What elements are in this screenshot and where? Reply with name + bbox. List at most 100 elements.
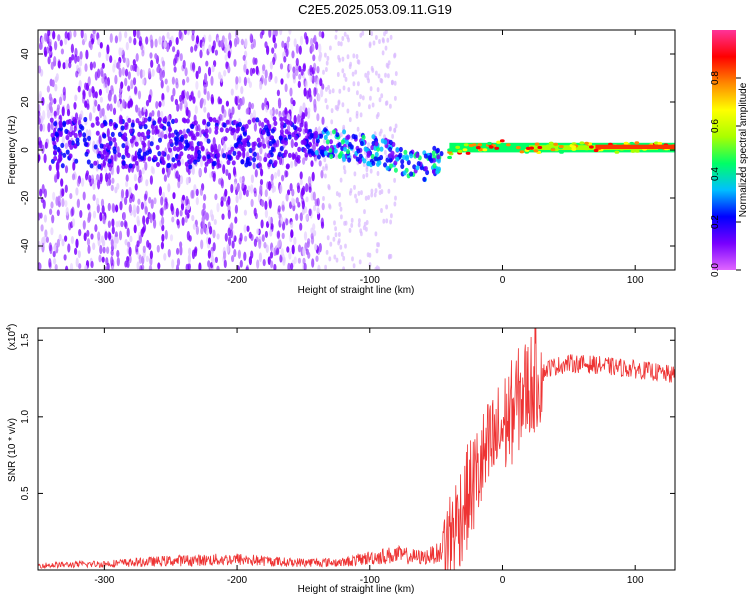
spectrogram-speckle xyxy=(263,77,268,86)
spectrogram-band-cell xyxy=(231,160,236,166)
spectrogram-speckle xyxy=(214,193,218,201)
spectrogram-band-cell xyxy=(262,143,267,149)
spectrogram-speckle xyxy=(137,107,141,117)
spectrogram-speckle xyxy=(287,262,291,270)
spectrogram-speckle xyxy=(124,196,128,206)
spectrogram-band-cell xyxy=(345,139,349,145)
spectrogram-band-cell xyxy=(236,126,241,132)
spectrogram-speckle xyxy=(72,161,76,171)
spectrogram-band-cell xyxy=(102,133,107,139)
spectrogram-speckle xyxy=(175,170,179,179)
spectrogram-speckle xyxy=(99,212,103,222)
spectrogram-band-cell xyxy=(143,117,148,123)
y-tick-label: 0.5 xyxy=(20,486,31,500)
spectrogram-speckle xyxy=(56,104,61,111)
spectrogram-speckle xyxy=(39,41,43,50)
spectrogram-band-cell xyxy=(252,157,257,163)
spectrogram-speckle xyxy=(156,66,160,73)
spectrogram-band-cell xyxy=(388,157,393,163)
spectrogram-band-cell xyxy=(358,153,363,159)
spectrogram-speckle xyxy=(106,104,110,111)
spectrogram-speckle xyxy=(104,266,108,270)
spectrogram-speckle xyxy=(172,87,176,97)
spectrogram-band-cell xyxy=(206,138,211,144)
spectrogram-band-cell xyxy=(323,150,328,156)
spectrogram-band-cell xyxy=(319,133,324,139)
spectrogram-speckle xyxy=(175,36,179,46)
spectrogram-speckle xyxy=(133,224,137,234)
spectrogram-band-cell xyxy=(202,120,207,126)
spectrogram-speckle xyxy=(181,194,186,201)
spectrogram-band-cell xyxy=(146,130,150,136)
spectrogram-band-cell xyxy=(173,129,178,135)
spectrogram-speckle xyxy=(357,101,361,107)
spectrogram-speckle xyxy=(327,185,331,191)
spectrogram-band-cell xyxy=(78,124,83,130)
spectrogram-band-cell xyxy=(95,116,100,122)
spectrogram-speckle xyxy=(339,244,343,250)
spectrogram-speckle xyxy=(357,81,360,87)
spectrogram-band-cell xyxy=(188,164,193,170)
spectrogram-speckle xyxy=(102,159,106,167)
spectrogram-band-cell xyxy=(162,117,167,123)
x-tick-label: -300 xyxy=(94,275,114,286)
spectrogram-band-cell xyxy=(285,164,290,170)
spectrogram-speckle xyxy=(271,47,275,54)
spectrogram-speckle xyxy=(290,138,294,149)
spectrogram-speckle xyxy=(293,114,297,125)
spectrogram-speckle xyxy=(110,184,114,192)
spectrogram-speckle xyxy=(154,38,158,48)
spectrogram-speckle xyxy=(282,221,286,231)
x-tick-label: -200 xyxy=(227,275,247,286)
spectrogram-speckle xyxy=(328,256,332,262)
spectrogram-band-cell xyxy=(117,131,122,137)
spectrogram-peak-band xyxy=(595,144,675,149)
spectrogram-speckle xyxy=(276,230,281,240)
spectrogram-speckle xyxy=(43,214,48,223)
spectrogram-speckle xyxy=(46,85,51,93)
spectrogram-speckle xyxy=(136,240,140,248)
spectrogram-band-cell xyxy=(268,140,273,147)
spectrogram-speckle xyxy=(219,98,223,105)
spectrogram-speckle xyxy=(391,133,394,139)
spectrogram-speckle xyxy=(187,253,191,264)
spectrogram-band-cell xyxy=(53,149,57,155)
spectrogram-speckle xyxy=(287,36,291,43)
spectrogram-speckle xyxy=(284,83,288,93)
spectrogram-speckle xyxy=(239,259,243,268)
spectrogram-speckle xyxy=(170,162,174,171)
spectrogram-speckle xyxy=(157,110,161,118)
spectrogram-speckle xyxy=(242,150,246,159)
spectrogram-speckle xyxy=(232,166,237,176)
spectrogram-speckle xyxy=(129,235,133,243)
x-tick-label: -200 xyxy=(227,575,247,586)
spectrogram-speckle xyxy=(224,37,228,48)
spectrogram-speckle xyxy=(198,167,202,177)
spectrogram-speckle xyxy=(83,32,87,43)
spectrogram-band-cell xyxy=(379,146,384,152)
spectrogram-speckle xyxy=(292,71,296,80)
spectrogram-speckle xyxy=(269,229,273,237)
spectrogram-speckle xyxy=(281,204,285,211)
spectrogram-speckle xyxy=(179,209,183,217)
spectrogram-band-cell xyxy=(204,161,209,167)
spectrogram-speckle xyxy=(299,171,303,180)
spectrogram-speckle xyxy=(125,188,129,199)
spectrogram-speckle xyxy=(288,30,292,35)
spectrogram-band-cell xyxy=(296,154,301,161)
spectrogram-speckle xyxy=(301,200,305,210)
spectrogram-speckle xyxy=(181,217,185,226)
spectrogram-band-cell xyxy=(171,157,176,163)
spectrogram-speckle xyxy=(70,236,74,244)
spectrogram-speckle xyxy=(263,241,267,249)
spectrogram-speckle xyxy=(212,242,216,252)
spectrogram-band-cell xyxy=(432,145,437,151)
spectrogram-speckle xyxy=(273,263,277,270)
spectrogram-band-cell xyxy=(188,158,193,164)
spectrogram-band-cell xyxy=(323,127,328,133)
spectrogram-speckle xyxy=(264,69,268,79)
spectrogram-band-cell xyxy=(370,144,375,151)
spectrogram-speckle xyxy=(227,172,232,181)
spectrogram-speckle xyxy=(167,183,171,193)
spectrogram-band-cell xyxy=(366,150,371,156)
